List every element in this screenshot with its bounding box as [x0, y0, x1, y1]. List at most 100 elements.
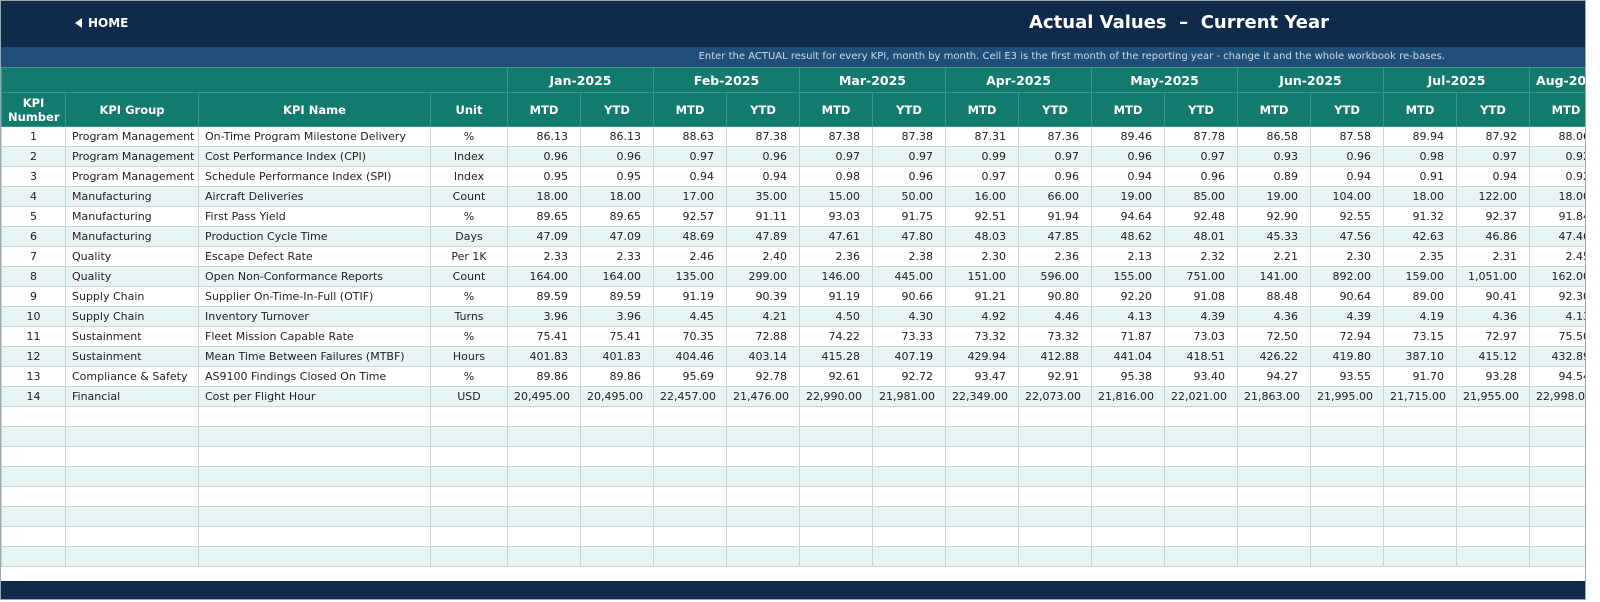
- empty-cell: [799, 486, 873, 507]
- month-header: Feb-2025: [653, 67, 800, 93]
- value-cell: 0.94: [726, 166, 800, 187]
- empty-cell: [1383, 466, 1458, 487]
- value-cell: 87.38: [799, 126, 873, 147]
- value-cell: 21,476.00: [726, 386, 800, 407]
- empty-cell: [1164, 526, 1239, 547]
- value-cell: 91.08: [1164, 286, 1239, 307]
- value-cell: 403.14: [726, 346, 800, 367]
- empty-cell: [1164, 506, 1239, 527]
- data-row: 10 Supply Chain Inventory Turnover Turns 3.9…: [1, 306, 1585, 327]
- value-cell: 92.48: [1164, 206, 1239, 227]
- value-cell: 0.96: [1091, 146, 1166, 167]
- empty-cell: [1383, 446, 1458, 467]
- empty-cell: [1017, 406, 1093, 427]
- value-cell: 88.06: [1529, 126, 1585, 147]
- empty-cell: [653, 526, 727, 547]
- empty-cell: [1383, 486, 1458, 507]
- value-cell: 4.13: [1529, 306, 1585, 327]
- empty-cell: [1456, 426, 1531, 447]
- value-cell: 73.03: [1164, 326, 1239, 347]
- value-cell: 892.00: [1310, 266, 1385, 287]
- empty-cell: [726, 526, 800, 547]
- empty-row: [1, 506, 1585, 527]
- value-cell: 22,021.00: [1164, 386, 1239, 407]
- empty-row: [1, 446, 1585, 467]
- value-cell: 21,863.00: [1237, 386, 1312, 407]
- empty-cell: [726, 486, 800, 507]
- value-cell: 90.39: [726, 286, 800, 307]
- value-cell: 4.39: [1310, 306, 1385, 327]
- empty-cell: [430, 546, 508, 567]
- empty-cell: [65, 446, 199, 467]
- empty-cell: [726, 446, 800, 467]
- value-cell: 15.00: [799, 186, 873, 207]
- value-cell: 48.69: [653, 226, 727, 247]
- value-cell: 3.96: [580, 306, 654, 327]
- value-cell: 2.30: [945, 246, 1019, 267]
- data-row: 8 Quality Open Non-Conformance Reports Coun…: [1, 266, 1585, 287]
- value-cell: 0.95: [507, 166, 581, 187]
- value-cell: 92.91: [1017, 366, 1093, 387]
- value-cell: 19.00: [1091, 186, 1166, 207]
- value-cell: 4.46: [1017, 306, 1093, 327]
- value-cell: 18.00: [507, 186, 581, 207]
- kpi-number: 8: [1, 266, 66, 287]
- value-cell: 90.80: [1017, 286, 1093, 307]
- empty-cell: [1237, 466, 1312, 487]
- value-cell: 42.63: [1383, 226, 1458, 247]
- empty-cell: [1310, 486, 1385, 507]
- value-cell: 0.96: [1310, 146, 1385, 167]
- value-cell: 48.03: [945, 226, 1019, 247]
- kpi-name: Schedule Performance Index (SPI): [198, 166, 431, 187]
- value-cell: 92.20: [1091, 286, 1166, 307]
- footer-bar: [1, 581, 1585, 599]
- empty-cell: [580, 526, 654, 547]
- empty-cell: [198, 406, 431, 427]
- empty-cell: [653, 486, 727, 507]
- empty-cell: [1, 486, 66, 507]
- value-cell: 88.63: [653, 126, 727, 147]
- value-cell: 22,998.00: [1529, 386, 1585, 407]
- value-cell: 91.19: [653, 286, 727, 307]
- home-label[interactable]: HOME: [88, 16, 129, 30]
- value-cell: 91.70: [1383, 366, 1458, 387]
- empty-cell: [65, 546, 199, 567]
- empty-cell: [872, 506, 946, 527]
- value-cell: 418.51: [1164, 346, 1239, 367]
- value-cell: 92.78: [726, 366, 800, 387]
- empty-cell: [799, 426, 873, 447]
- kpi-number: 4: [1, 186, 66, 207]
- value-cell: 18.00: [580, 186, 654, 207]
- value-cell: 22,990.00: [799, 386, 873, 407]
- value-cell: 95.38: [1091, 366, 1166, 387]
- value-cell: 426.22: [1237, 346, 1312, 367]
- empty-cell: [653, 506, 727, 527]
- value-cell: 48.01: [1164, 226, 1239, 247]
- month-header: May-2025: [1091, 67, 1239, 93]
- value-cell: 89.86: [507, 366, 581, 387]
- value-cell: 86.13: [507, 126, 581, 147]
- empty-cell: [1091, 526, 1166, 547]
- sub-header: YTD: [1456, 92, 1531, 127]
- empty-cell: [1529, 406, 1585, 427]
- kpi-group: Supply Chain: [65, 306, 199, 327]
- value-cell: 2.13: [1091, 246, 1166, 267]
- kpi-number: 6: [1, 226, 66, 247]
- empty-cell: [1017, 486, 1093, 507]
- value-cell: 22,349.00: [945, 386, 1019, 407]
- value-cell: 415.28: [799, 346, 873, 367]
- empty-cell: [198, 546, 431, 567]
- column-header: Unit: [430, 92, 508, 127]
- value-cell: 92.61: [799, 366, 873, 387]
- value-cell: 0.97: [653, 146, 727, 167]
- kpi-number: 9: [1, 286, 66, 307]
- value-cell: 73.15: [1383, 326, 1458, 347]
- empty-cell: [1456, 406, 1531, 427]
- kpi-name: Open Non-Conformance Reports: [198, 266, 431, 287]
- data-row: 2 Program Management Cost Performance Inde…: [1, 146, 1585, 167]
- home-button[interactable]: HOME: [75, 16, 128, 30]
- value-cell: 401.83: [580, 346, 654, 367]
- empty-cell: [65, 466, 199, 487]
- data-row: 12 Sustainment Mean Time Between Failures …: [1, 346, 1585, 367]
